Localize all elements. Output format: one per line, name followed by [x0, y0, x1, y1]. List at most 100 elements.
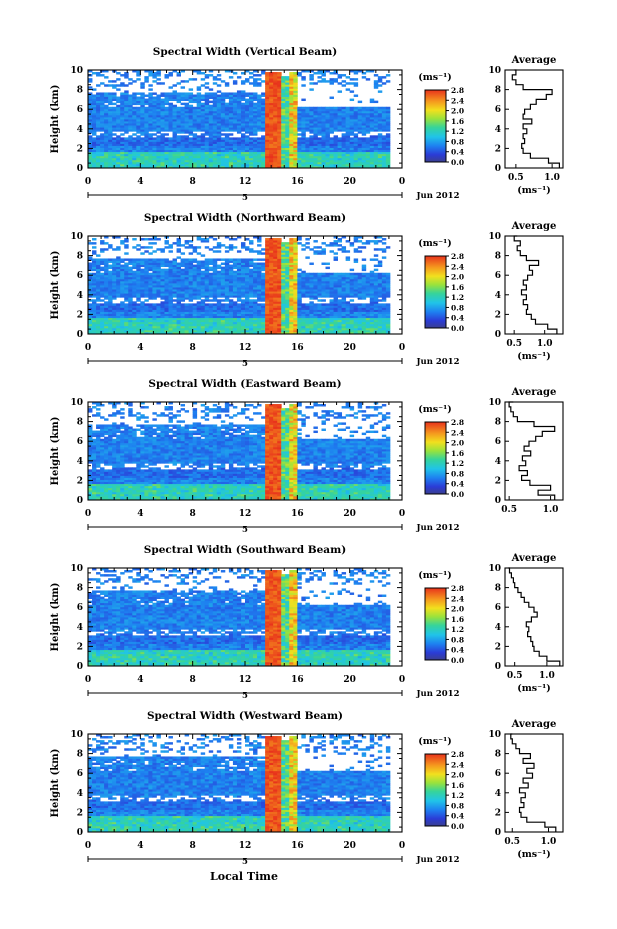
heatmap-cell	[289, 110, 294, 114]
heatmap-cell	[124, 165, 129, 169]
heatmap-cell	[357, 139, 363, 142]
heatmap-cell	[132, 139, 137, 142]
heatmap-cell	[112, 315, 117, 319]
heatmap-cell	[249, 309, 254, 312]
heatmap-cell	[180, 110, 186, 114]
heatmap-cell	[285, 274, 290, 278]
heatmap-cell	[293, 125, 298, 128]
heatmap-cell	[184, 123, 190, 126]
heatmap-cell	[285, 329, 290, 333]
heatmap-cell	[116, 236, 121, 239]
heatmap-cell	[228, 285, 234, 288]
heatmap-cell	[136, 108, 141, 112]
heatmap-cell	[224, 147, 230, 151]
heatmap-cell	[277, 282, 282, 286]
heatmap-cell	[373, 108, 379, 112]
heatmap-cell	[232, 123, 238, 126]
heatmap-cell	[212, 108, 218, 112]
heatmap-cell	[285, 90, 290, 93]
heatmap-cell	[293, 163, 298, 167]
heatmap-cell	[208, 299, 214, 302]
heatmap-cell	[257, 287, 262, 290]
heatmap-cell	[277, 114, 282, 118]
heatmap-cell	[361, 119, 367, 122]
heatmap-cell	[297, 121, 302, 124]
heatmap-cell	[245, 270, 250, 274]
heatmap-cell	[293, 153, 298, 157]
heatmap-cell	[192, 319, 198, 323]
heatmap-cell	[333, 123, 338, 126]
heatmap-cell	[104, 297, 109, 300]
heatmap-cell	[309, 143, 314, 146]
heatmap-cell	[160, 297, 165, 300]
heatmap-cell	[249, 313, 254, 317]
heatmap-cell	[152, 80, 157, 83]
profile-y-tick-label: 6	[495, 105, 501, 115]
heatmap-cell	[373, 112, 379, 116]
heatmap-cell	[128, 260, 133, 263]
heatmap-cell	[180, 143, 186, 146]
heatmap-cell	[192, 309, 198, 312]
heatmap-cell	[152, 96, 157, 99]
heatmap-cell	[116, 276, 121, 280]
heatmap-cell	[188, 268, 194, 272]
heatmap-cell	[100, 285, 105, 288]
heatmap-cell	[309, 112, 314, 116]
heatmap-cell	[216, 131, 222, 134]
heatmap-cell	[369, 100, 375, 104]
heatmap-cell	[220, 157, 226, 161]
heatmap-cell	[104, 278, 109, 282]
heatmap-cell	[120, 133, 125, 136]
heatmap-cell	[273, 321, 278, 325]
heatmap-cell	[136, 321, 141, 325]
heatmap-cell	[180, 262, 186, 265]
heatmap-cell	[232, 270, 238, 274]
heatmap-cell	[160, 250, 165, 253]
heatmap-cell	[176, 321, 181, 325]
heatmap-cell	[281, 313, 286, 317]
heatmap-cell	[200, 325, 206, 329]
heatmap-cell	[88, 96, 93, 99]
heatmap-cell	[329, 145, 334, 148]
heatmap-cell	[285, 319, 290, 323]
heatmap-cell	[112, 297, 117, 300]
heatmap-cell	[305, 108, 310, 112]
heatmap-cell	[100, 149, 105, 153]
heatmap-cell	[108, 106, 113, 110]
heatmap-cell	[257, 78, 262, 81]
heatmap-cell	[321, 110, 326, 114]
heatmap-cell	[212, 94, 218, 97]
heatmap-cell	[200, 108, 206, 112]
heatmap-cell	[200, 116, 206, 120]
heatmap-cell	[249, 293, 254, 296]
heatmap-cell	[281, 84, 286, 87]
heatmap-cell	[164, 129, 169, 132]
heatmap-cell	[253, 110, 258, 114]
heatmap-cell	[200, 72, 206, 75]
heatmap-cell	[148, 133, 153, 136]
heatmap-cell	[164, 293, 169, 296]
heatmap-cell	[220, 127, 226, 130]
heatmap-cell	[257, 303, 262, 306]
heatmap-cell	[285, 287, 290, 290]
heatmap-cell	[265, 250, 270, 253]
heatmap-cell	[128, 329, 133, 333]
heatmap-cell	[297, 112, 302, 116]
heatmap-cell	[112, 295, 117, 298]
heatmap-cell	[128, 317, 133, 321]
heatmap-cell	[349, 141, 355, 144]
heatmap-cell	[265, 137, 270, 140]
heatmap-cell	[168, 299, 173, 302]
heatmap-cell	[265, 299, 270, 302]
heatmap-cell	[188, 293, 194, 296]
heatmap-cell	[120, 285, 125, 288]
heatmap-cell	[184, 96, 190, 99]
heatmap-cell	[112, 303, 117, 306]
heatmap-cell	[180, 244, 186, 247]
heatmap-cell	[112, 98, 117, 102]
heatmap-cell	[116, 325, 121, 329]
heatmap-cell	[285, 151, 290, 155]
heatmap-cell	[124, 112, 129, 116]
heatmap-cell	[204, 297, 210, 300]
heatmap-cell	[349, 163, 355, 167]
